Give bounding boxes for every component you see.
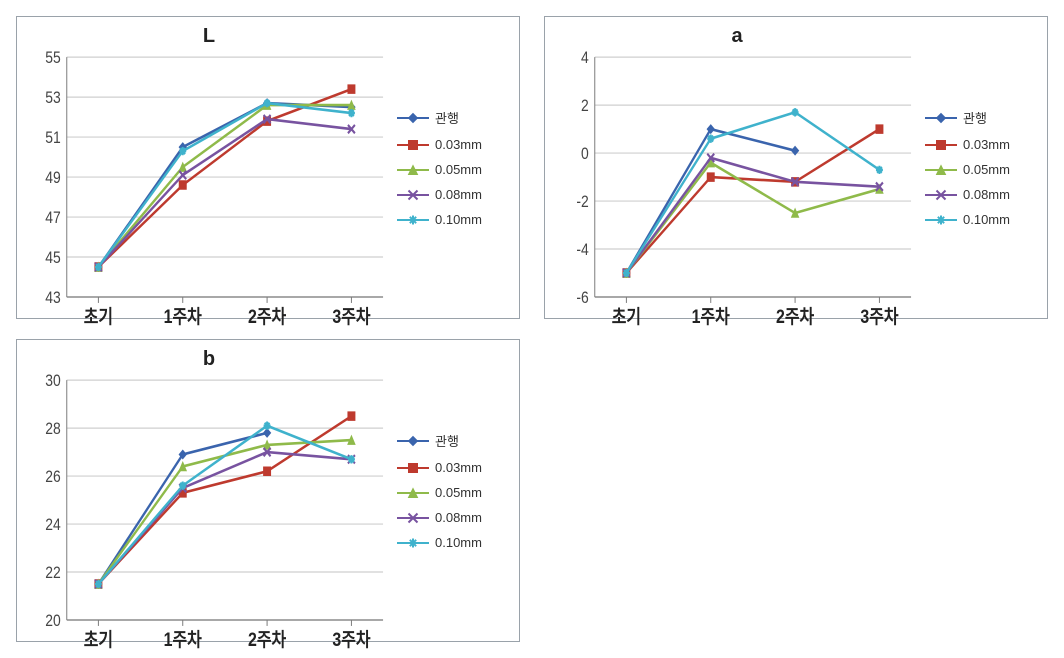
svg-text:-4: -4 (576, 241, 589, 259)
plot-area-b: b 202224262830초기1주차2주차3주차 (17, 340, 397, 641)
legend-label: 0.03mm (435, 137, 482, 152)
chart-title-L: L (25, 25, 393, 48)
svg-text:초기: 초기 (84, 629, 113, 651)
legend-item-관행: 관행 (397, 108, 513, 127)
legend-swatch (397, 188, 429, 202)
chart-b: b 202224262830초기1주차2주차3주차 관행0.03mm0.05mm… (16, 339, 520, 642)
legend-item-0.10mm: 0.10mm (925, 212, 1041, 227)
legend-item-0.08mm: 0.08mm (397, 510, 513, 525)
chart-title-b: b (25, 348, 393, 371)
legend-swatch (397, 434, 429, 448)
svg-text:20: 20 (45, 612, 60, 630)
chart-title-a: a (553, 25, 921, 48)
legend-swatch (925, 138, 957, 152)
svg-text:51: 51 (45, 129, 60, 147)
legend-item-0.05mm: 0.05mm (397, 485, 513, 500)
svg-text:1주차: 1주차 (164, 629, 202, 651)
svg-text:-6: -6 (576, 289, 588, 307)
svg-text:47: 47 (45, 209, 60, 227)
legend-label: 관행 (963, 108, 987, 127)
chart-svg-a: -6 -4 -2 0 2 4 초기 1주차 2주차 3주차 (553, 50, 921, 335)
legend-swatch (397, 486, 429, 500)
legend-swatch (925, 111, 957, 125)
chart-a: a -6-4-2024초기1주차2주차3주차 관행0.03mm0.05mm0.0… (544, 16, 1048, 319)
legend-a: 관행 0.03mm 0.05mm 0.08mm 0.10mm (925, 17, 1047, 318)
legend-label: 0.10mm (435, 535, 482, 550)
legend-label: 0.08mm (963, 187, 1010, 202)
svg-text:49: 49 (45, 169, 60, 187)
legend-swatch (925, 188, 957, 202)
svg-text:3주차: 3주차 (860, 306, 898, 328)
legend-swatch (397, 536, 429, 550)
legend-item-0.03mm: 0.03mm (397, 137, 513, 152)
svg-text:3주차: 3주차 (332, 306, 370, 328)
svg-text:28: 28 (45, 420, 60, 438)
legend-item-관행: 관행 (925, 108, 1041, 127)
legend-item-0.05mm: 0.05mm (925, 162, 1041, 177)
legend-label: 0.10mm (435, 212, 482, 227)
legend-item-0.08mm: 0.08mm (397, 187, 513, 202)
svg-text:초기: 초기 (84, 306, 113, 328)
svg-text:0: 0 (581, 145, 589, 163)
legend-swatch (925, 163, 957, 177)
legend-item-0.10mm: 0.10mm (397, 212, 513, 227)
legend-label: 0.05mm (435, 162, 482, 177)
legend-swatch (397, 163, 429, 177)
svg-text:2주차: 2주차 (248, 629, 286, 651)
svg-text:-2: -2 (576, 193, 588, 211)
svg-text:4: 4 (581, 50, 589, 67)
svg-text:26: 26 (45, 468, 60, 486)
legend-label: 0.08mm (435, 187, 482, 202)
legend-item-0.03mm: 0.03mm (925, 137, 1041, 152)
chart-svg-b: 20 22 24 26 28 30 초기 1주차 2주차 3주차 (25, 373, 393, 658)
svg-text:3주차: 3주차 (332, 629, 370, 651)
legend-swatch (397, 511, 429, 525)
legend-item-0.10mm: 0.10mm (397, 535, 513, 550)
legend-label: 0.08mm (435, 510, 482, 525)
svg-text:30: 30 (45, 373, 60, 390)
legend-item-0.05mm: 0.05mm (397, 162, 513, 177)
svg-text:1주차: 1주차 (692, 306, 730, 328)
legend-label: 0.10mm (963, 212, 1010, 227)
svg-text:24: 24 (45, 516, 61, 534)
legend-swatch (397, 213, 429, 227)
legend-swatch (397, 111, 429, 125)
svg-text:1주차: 1주차 (164, 306, 202, 328)
svg-text:2주차: 2주차 (248, 306, 286, 328)
legend-b: 관행 0.03mm 0.05mm 0.08mm 0.10mm (397, 340, 519, 641)
svg-text:2: 2 (581, 97, 589, 115)
svg-text:45: 45 (45, 249, 60, 267)
legend-swatch (397, 461, 429, 475)
svg-text:43: 43 (45, 289, 60, 307)
legend-swatch (397, 138, 429, 152)
legend-label: 관행 (435, 108, 459, 127)
plot-area-L: L 43454749515355초기1주차2주차3주차 (17, 17, 397, 318)
empty-cell (544, 339, 1048, 642)
svg-text:53: 53 (45, 89, 60, 107)
legend-swatch (925, 213, 957, 227)
legend-label: 0.03mm (963, 137, 1010, 152)
svg-text:2주차: 2주차 (776, 306, 814, 328)
chart-svg-L: 43 45 47 49 51 53 55 초기 1주차 2주차 3주차 (25, 50, 393, 335)
legend-L: 관행 0.03mm 0.05mm 0.08mm 0.10mm (397, 17, 519, 318)
svg-text:초기: 초기 (612, 306, 641, 328)
legend-item-0.08mm: 0.08mm (925, 187, 1041, 202)
svg-text:22: 22 (45, 564, 60, 582)
legend-item-0.03mm: 0.03mm (397, 460, 513, 475)
legend-item-관행: 관행 (397, 431, 513, 450)
svg-text:55: 55 (45, 50, 60, 67)
legend-label: 0.03mm (435, 460, 482, 475)
legend-label: 0.05mm (435, 485, 482, 500)
legend-label: 0.05mm (963, 162, 1010, 177)
plot-area-a: a -6-4-2024초기1주차2주차3주차 (545, 17, 925, 318)
chart-L: L 43454749515355초기1주차2주차3주차 관행0.03mm0.05… (16, 16, 520, 319)
legend-label: 관행 (435, 431, 459, 450)
